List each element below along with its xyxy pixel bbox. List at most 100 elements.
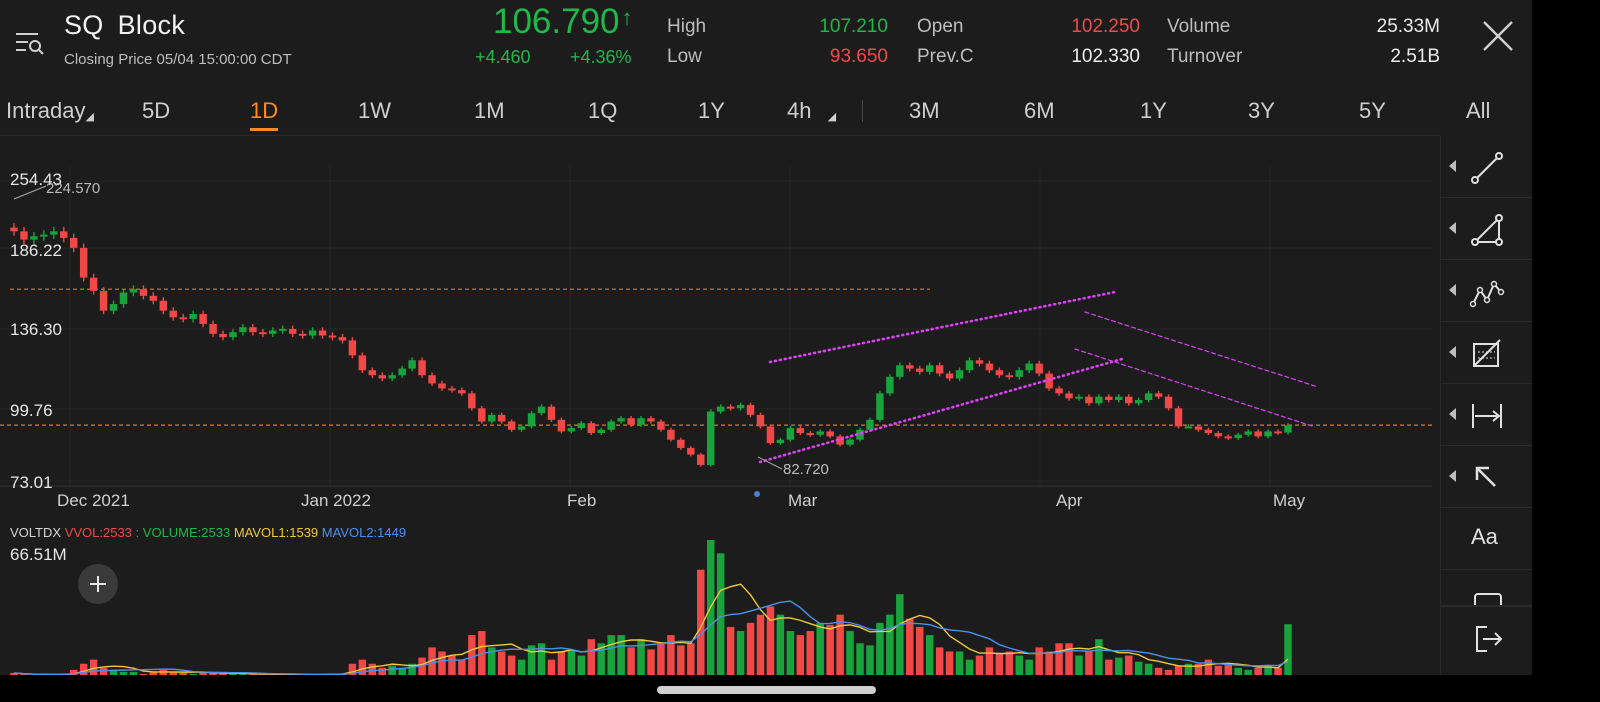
tab-intraday[interactable]: Intraday◢ [6,98,94,123]
y-axis-label: 186.22 [10,241,62,260]
volume-bar [985,647,994,675]
candle-body [906,365,914,369]
volume-bar [1204,659,1213,675]
tool-measure[interactable] [1441,384,1532,446]
tab-1y[interactable]: 1Y [698,98,725,123]
volume-bar [398,667,406,675]
price-change-percent: +4.36% [570,47,632,67]
tab-1w[interactable]: 1W [358,98,391,123]
tab-5y[interactable]: 5Y [1359,98,1386,123]
up-arrow-icon: ↑ [621,5,633,30]
candle-body [856,429,864,440]
volume-bar [796,635,805,675]
tool-triangle[interactable] [1441,198,1532,260]
volume-bar [1055,643,1063,675]
candle-body [687,447,695,455]
high-value: 107.210 [819,16,888,37]
candle-body [418,360,426,376]
volume-bar [408,663,416,675]
candle-body [886,376,894,394]
candle-body [119,292,128,305]
tab-6m[interactable]: 6M [1024,98,1055,123]
candle-body [726,406,735,409]
volume-bar [1095,639,1103,675]
event-marker-dot [754,491,760,497]
volume-bar [557,651,566,675]
candle-body [537,406,546,414]
candle-body [1065,393,1073,399]
candle-body [50,231,58,235]
tab-1q[interactable]: 1Q [588,98,618,123]
channel-upper-line [768,290,1117,364]
tab-3m[interactable]: 3M [909,98,940,123]
fibonacci-icon [1473,339,1501,367]
add-indicator-button[interactable] [78,564,118,604]
tab-1m[interactable]: 1M [474,98,505,123]
candle-body [1015,370,1023,377]
volume-bar [746,622,755,675]
volume-bar [149,671,158,675]
candles [10,223,1292,467]
volume-bar [736,631,745,675]
candle-body [30,236,38,240]
home-indicator[interactable] [657,686,876,694]
dropdown-triangle-icon: ◢ [827,111,837,123]
volume-bars [10,540,1292,675]
tab-1y-range[interactable]: 1Y [1140,98,1167,123]
tool-shape[interactable] [1441,570,1532,606]
volume-bar [617,635,625,675]
volume-bar [697,569,705,675]
volume-bar [458,659,466,675]
volume-bar [119,671,128,675]
candle-body [458,390,466,394]
tab-divider [862,100,863,122]
candle-body [1254,431,1262,437]
candle-body [199,314,207,324]
high-label: High [667,16,707,37]
candle-body [89,277,98,291]
x-axis-label: Dec 2021 [57,491,130,510]
exit-drawing-button[interactable] [1441,606,1532,670]
tool-text[interactable]: Aa [1441,508,1532,570]
candle-body [836,436,844,445]
tab-5d[interactable]: 5D [142,98,171,123]
tab-all[interactable]: All [1466,98,1491,123]
volume-bar [916,626,924,675]
candle-body [1095,396,1103,404]
plus-icon [90,576,106,592]
candle-body [169,310,177,318]
stock-name: Block [117,10,186,40]
candle-body [896,365,904,377]
tab-1d[interactable]: 1D [250,98,279,123]
tool-trend-line[interactable] [1441,136,1532,198]
candle-body [806,433,814,436]
low-marker-leader [757,456,783,470]
volume-bar [89,659,98,675]
tool-arrow[interactable] [1441,446,1532,508]
volume-value-legend: VOLUME:2533 [142,525,231,540]
candle-body [1284,425,1292,433]
candle-body [657,421,665,430]
volume-bar [786,631,795,675]
prev-close-label: Prev.C [917,46,974,67]
close-icon[interactable] [1480,18,1516,54]
tab-4h[interactable]: 4h ◢ [787,98,837,123]
candle-body [1115,396,1123,400]
tool-wave[interactable] [1441,260,1532,322]
candle-body [348,340,357,356]
volume-bar [925,635,934,675]
down-channel-lower-line [1074,348,1313,427]
volume-bar [517,659,526,675]
tab-3y[interactable]: 3Y [1248,98,1275,123]
volume-bar [10,672,18,675]
candle-body [488,414,496,422]
tool-fibonacci[interactable] [1441,322,1532,384]
candle-body [1105,396,1113,400]
menu-search-icon[interactable] [14,30,44,56]
candle-body [209,323,217,334]
candle-body [269,330,277,334]
volume-bar [587,639,596,675]
candle-body [288,328,297,334]
